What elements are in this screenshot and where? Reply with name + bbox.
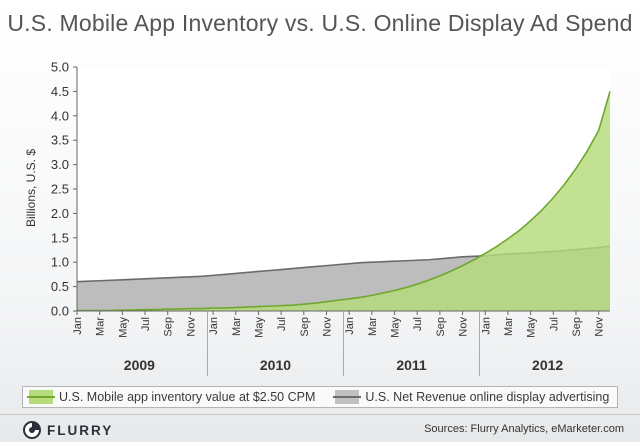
y-tick-label: 1.0 [51, 255, 69, 270]
y-tick-label: 1.5 [51, 230, 69, 245]
year-label: 2010 [260, 357, 291, 373]
x-tick-label: Mar [231, 317, 243, 336]
x-tick-label: May [117, 317, 129, 338]
x-tick-label: Nov [594, 317, 606, 337]
footer-divider [0, 414, 640, 415]
legend-label-mobile-inventory: U.S. Mobile app inventory value at $2.50… [59, 390, 316, 404]
x-tick-label: Sep [299, 317, 311, 337]
x-tick-label: Jul [412, 317, 424, 331]
x-tick-label: May [253, 317, 265, 338]
x-tick-label: Jan [480, 317, 492, 335]
y-tick-label: 0.0 [51, 304, 69, 319]
y-tick-label: 2.5 [51, 182, 69, 197]
y-tick-label: 2.0 [51, 206, 69, 221]
x-tick-label: Jan [72, 317, 84, 335]
chart-area: Billions, U.S. $ 0.0 0.5 1.0 1.5 2.0 2.5 3.0 3.… [24, 60, 611, 376]
series-area-mobile-inventory [77, 91, 610, 312]
x-tick-label: Jan [344, 317, 356, 335]
flurry-logo-icon [23, 421, 41, 439]
year-label: 2009 [124, 357, 155, 373]
legend: U.S. Mobile app inventory value at $2.50… [22, 386, 618, 408]
x-tick-label: Nov [185, 317, 197, 337]
x-tick-label: Jul [276, 317, 288, 331]
x-tick-label: Nov [322, 317, 334, 337]
flurry-logo: FLURRY [22, 420, 113, 440]
legend-label-display-advertising: U.S. Net Revenue online display advertis… [365, 390, 610, 404]
x-tick-label: Jul [548, 317, 560, 331]
y-tick-label: 4.5 [51, 84, 69, 99]
y-tick-label: 5.0 [51, 60, 69, 75]
chart-title: U.S. Mobile App Inventory vs. U.S. Onlin… [7, 10, 633, 36]
y-tick-label: 4.0 [51, 108, 69, 123]
x-tick-label: Nov [458, 317, 470, 337]
y-tick-label: 0.5 [51, 279, 69, 294]
legend-item-display-advertising: U.S. Net Revenue online display advertis… [329, 390, 609, 404]
x-tick-label: Jul [140, 317, 152, 331]
y-tick-label: 3.5 [51, 133, 69, 148]
legend-swatch-green [27, 390, 55, 404]
sources-note: Sources: Flurry Analytics, eMarketer.com [424, 423, 624, 435]
y-axis-label: Billions, U.S. $ [24, 149, 38, 227]
x-tick-label: May [390, 317, 402, 338]
x-tick-label: Mar [503, 317, 515, 336]
x-tick-label: Sep [571, 317, 583, 337]
series-line-mobile-inventory [77, 91, 611, 312]
legend-item-mobile-inventory: U.S. Mobile app inventory value at $2.50… [23, 390, 315, 404]
x-tick-label: Sep [435, 317, 447, 337]
legend-swatch-gray [333, 390, 362, 404]
year-label: 2011 [396, 357, 427, 373]
x-tick-label: Sep [163, 317, 175, 337]
x-tick-label: May [526, 317, 538, 338]
y-tick-label: 3.0 [51, 157, 69, 172]
x-tick-label: Mar [95, 317, 107, 336]
x-tick-label: Jan [208, 317, 220, 335]
logo-text: FLURRY [47, 422, 114, 438]
x-tick-label: Mar [367, 317, 379, 336]
year-label: 2012 [532, 357, 563, 373]
